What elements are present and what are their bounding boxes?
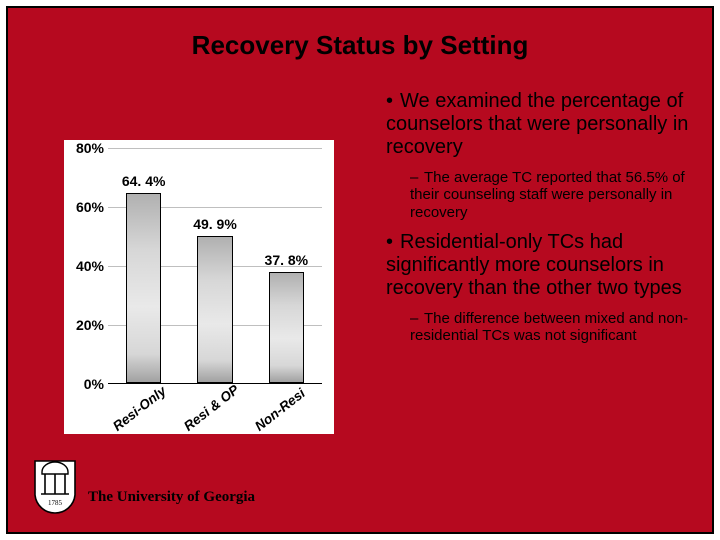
- plot-area: 64. 4% 49. 9% 37. 8%: [108, 148, 322, 384]
- bar: [126, 193, 162, 383]
- bar: [269, 272, 305, 384]
- category-label: Non-Resi: [252, 386, 308, 434]
- y-tick-label: 80%: [64, 140, 104, 156]
- subbullet-2: –The difference between mixed and non-re…: [410, 310, 696, 345]
- subbullet-1-text: The average TC reported that 56.5% of th…: [410, 169, 685, 221]
- bullet-2-text: Residential-only TCs had significantly m…: [386, 231, 682, 299]
- bar: [197, 236, 233, 383]
- seal-year: 1785: [48, 499, 63, 507]
- bullet-1: •We examined the percentage of counselor…: [386, 90, 696, 159]
- subbullet-2-text: The difference between mixed and non-res…: [410, 310, 688, 344]
- bar-chart: 64. 4% 49. 9% 37. 8% 0% 20% 40% 60% 80% Resi-O…: [64, 140, 334, 434]
- bullet-list: •We examined the percentage of counselor…: [386, 90, 696, 354]
- y-tick-label: 0%: [64, 376, 104, 392]
- bar-value-label: 49. 9%: [193, 216, 237, 232]
- category-label: Resi-Only: [110, 383, 169, 434]
- y-tick-label: 40%: [64, 258, 104, 274]
- y-tick-label: 60%: [64, 199, 104, 215]
- gridline: [108, 148, 322, 149]
- uga-seal-icon: 1785: [34, 460, 76, 514]
- page-title: Recovery Status by Setting: [8, 30, 712, 61]
- university-name: The University of Georgia: [88, 489, 255, 506]
- bullet-2: •Residential-only TCs had significantly …: [386, 231, 696, 300]
- y-tick-label: 20%: [64, 317, 104, 333]
- bullet-1-text: We examined the percentage of counselors…: [386, 90, 688, 158]
- bar-value-label: 37. 8%: [265, 252, 309, 268]
- slide: Recovery Status by Setting •We examined …: [6, 6, 714, 534]
- subbullet-1: –The average TC reported that 56.5% of t…: [410, 169, 696, 221]
- category-label: Resi & OP: [181, 382, 242, 434]
- bar-value-label: 64. 4%: [122, 173, 166, 189]
